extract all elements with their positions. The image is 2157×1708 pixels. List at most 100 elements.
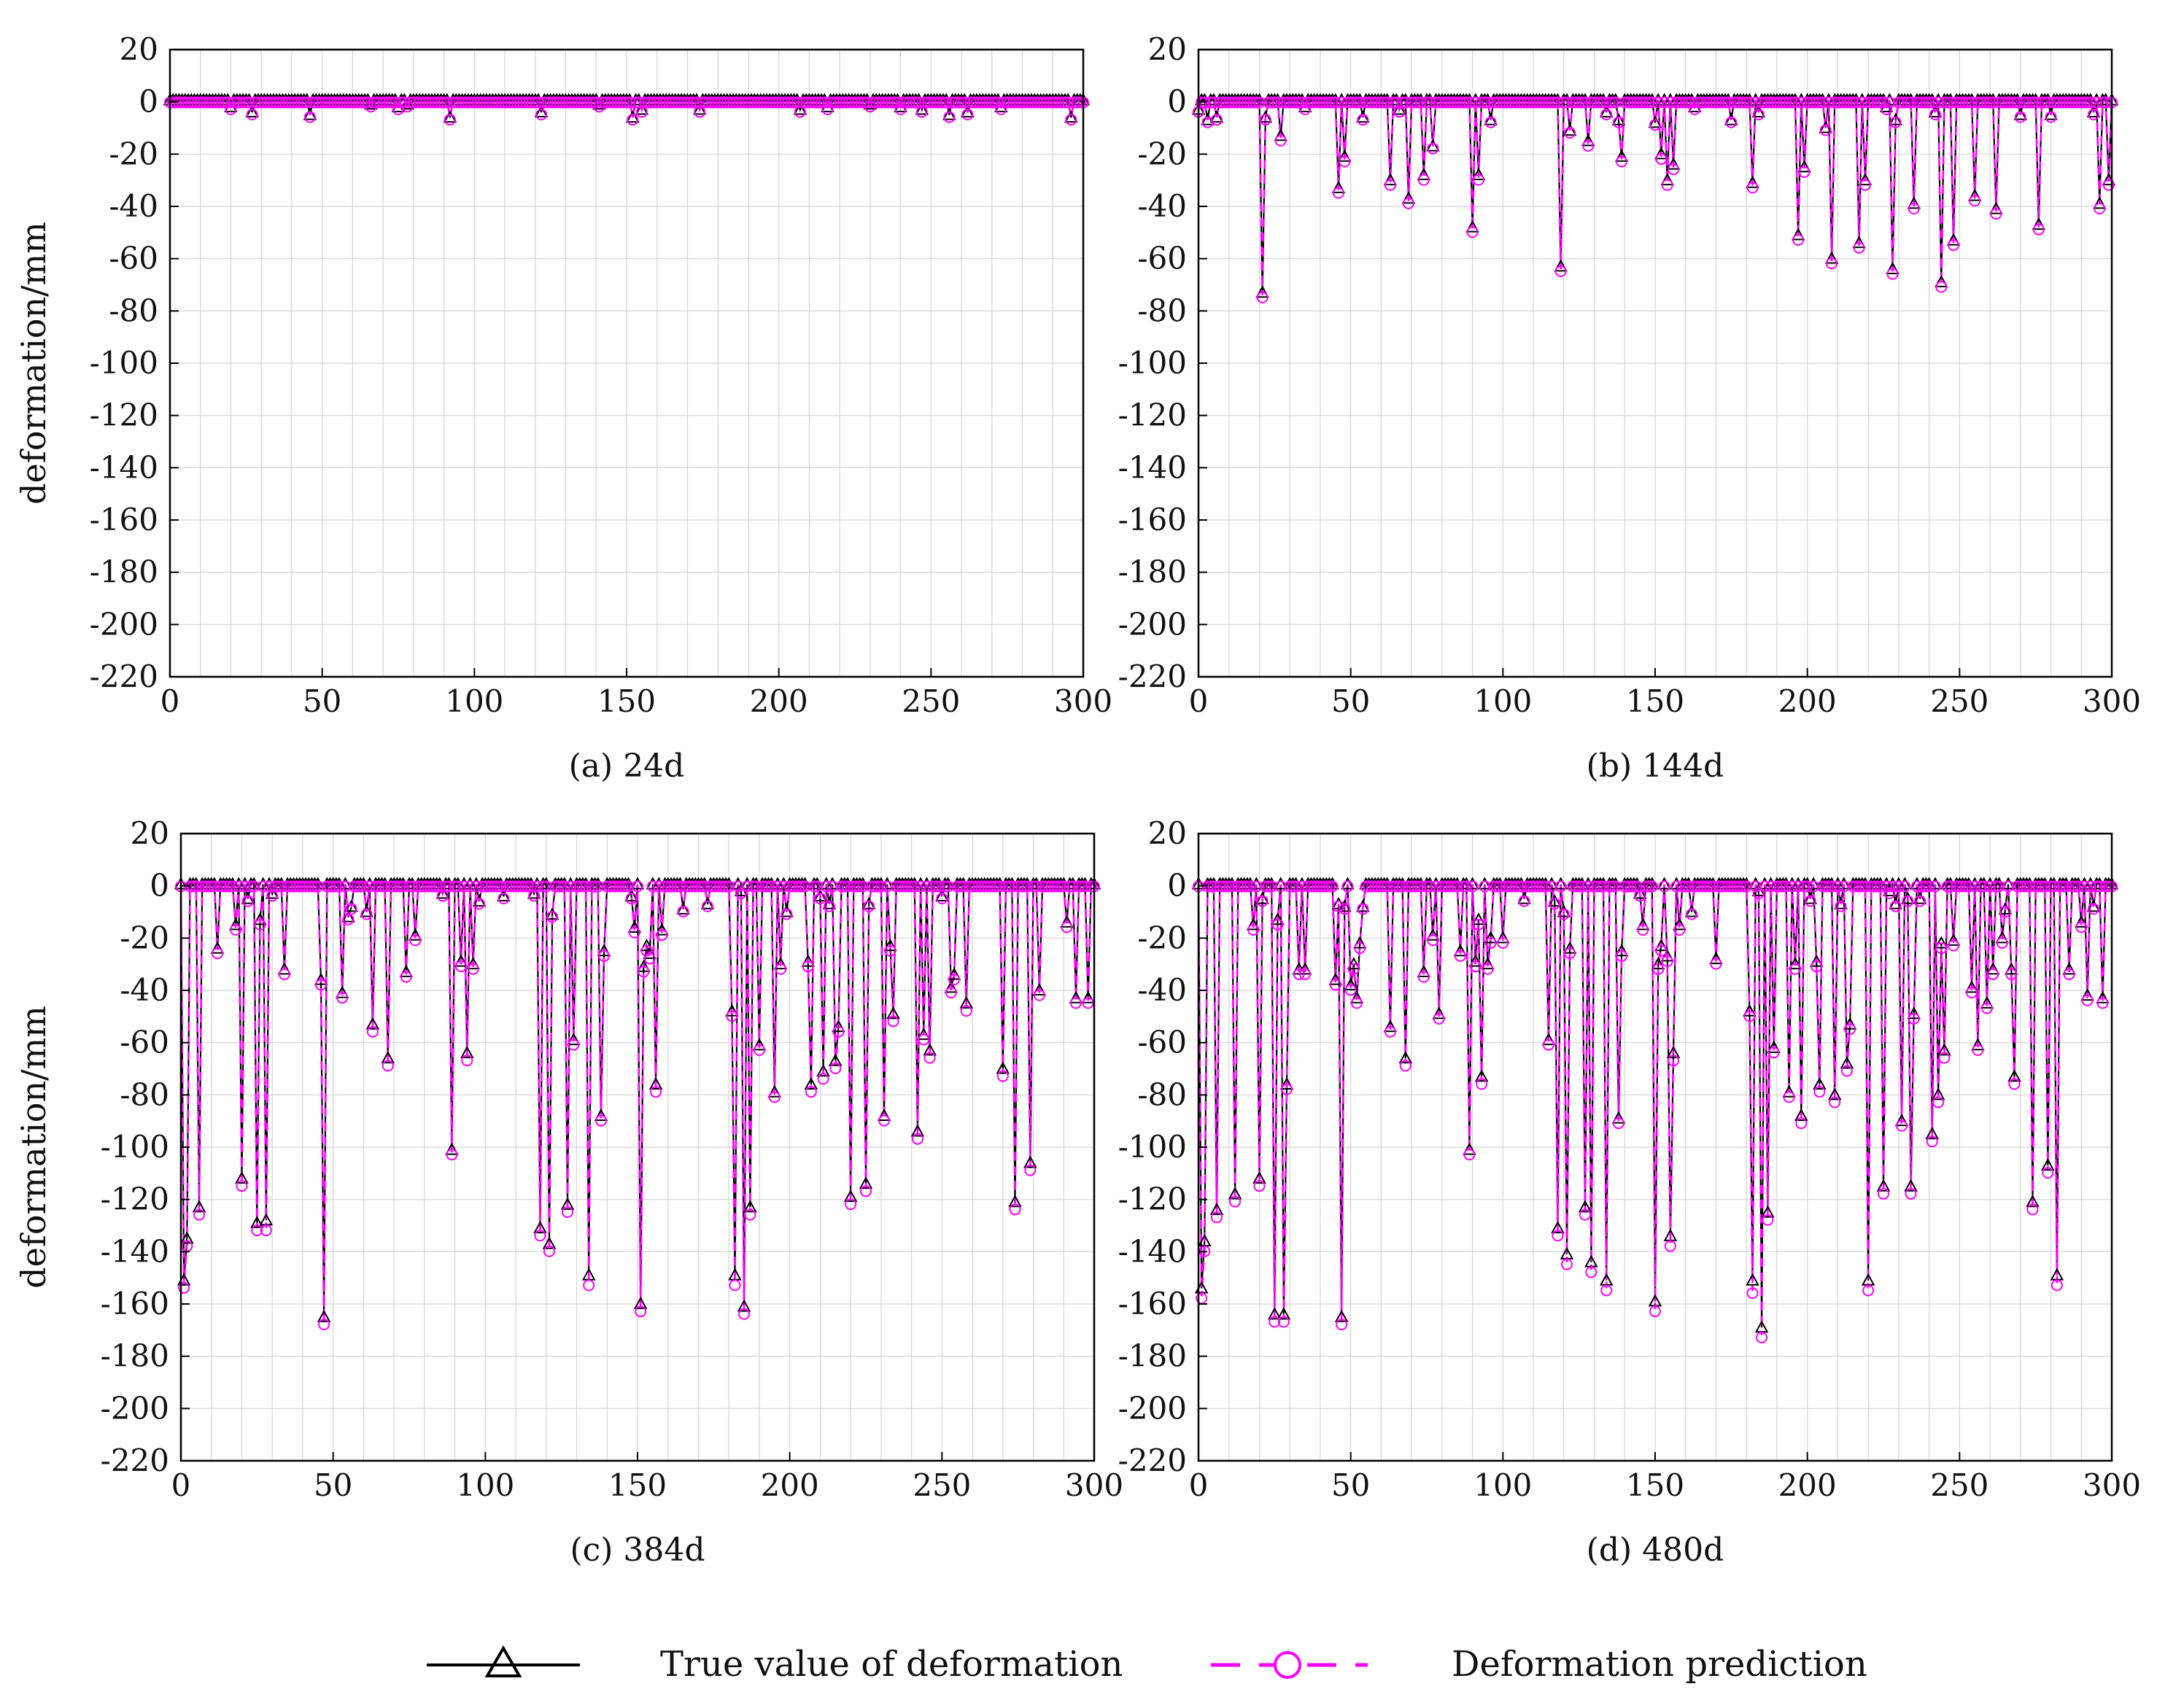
prediction-circle-marker (443, 880, 455, 893)
prediction-circle-marker (2026, 1203, 2039, 1216)
prediction-circle-marker (1332, 187, 1344, 199)
prediction-circle-marker (1387, 880, 1400, 893)
prediction-circle-marker (1716, 96, 1728, 109)
true-value-triangle-marker (1813, 1076, 1827, 1090)
prediction-circle-marker (568, 1039, 580, 1051)
prediction-circle-marker (959, 96, 971, 109)
prediction-circle-marker (1722, 96, 1735, 109)
prediction-circle-marker (1503, 96, 1515, 109)
prediction-circle-marker (328, 96, 341, 109)
x-tick-label: 100 (1474, 1467, 1532, 1503)
true-value-triangle-marker (1907, 196, 1921, 209)
prediction-circle-marker (811, 880, 824, 893)
prediction-circle-marker (820, 880, 832, 893)
prediction-circle-marker (1999, 96, 2011, 109)
true-value-triangle-marker (1971, 1038, 1985, 1051)
prediction-circle-marker (853, 880, 866, 893)
y-tick-label: -60 (109, 241, 158, 276)
prediction-circle-marker (1598, 880, 1610, 893)
prediction-circle-marker (1250, 96, 1263, 109)
prediction-circle-marker (178, 1281, 190, 1294)
true-value-triangle-marker (1069, 990, 1083, 1004)
true-value-triangle-marker (245, 104, 259, 117)
prediction-circle-marker (1847, 96, 1859, 109)
prediction-circle-marker (1314, 880, 1326, 893)
prediction-circle-marker (1743, 96, 1756, 109)
prediction-circle-marker (1469, 960, 1482, 973)
true-value-triangle-marker (1274, 877, 1287, 890)
prediction-circle-marker (580, 880, 592, 893)
prediction-circle-marker (1308, 880, 1320, 893)
prediction-circle-marker (803, 96, 816, 109)
prediction-circle-marker (1051, 880, 1064, 893)
prediction-circle-marker (1010, 96, 1023, 109)
prediction-circle-marker (1941, 880, 1953, 893)
prediction-circle-marker (287, 880, 300, 893)
true-value-triangle-marker (1474, 1069, 1489, 1082)
prediction-circle-marker (1424, 880, 1436, 893)
prediction-circle-marker (686, 880, 699, 893)
prediction-circle-marker (1826, 880, 1838, 893)
prediction-circle-marker (666, 96, 678, 109)
prediction-circle-marker (1686, 96, 1698, 109)
true-value-triangle-marker (317, 1309, 331, 1322)
prediction-circle-marker (1926, 96, 1938, 109)
prediction-circle-marker (1811, 96, 1823, 109)
prediction-circle-marker (840, 96, 852, 109)
prediction-circle-marker (541, 96, 554, 109)
prediction-circle-marker (1749, 880, 1762, 893)
prediction-circle-marker (1850, 880, 1862, 893)
prediction-circle-marker (1071, 96, 1083, 109)
prediction-circle-marker (726, 1010, 738, 1022)
prediction-circle-marker (409, 934, 422, 947)
prediction-circle-marker (223, 880, 236, 893)
prediction-circle-marker (2081, 96, 2094, 109)
prediction-circle-marker (489, 96, 502, 109)
prediction-circle-marker (1738, 96, 1750, 109)
prediction-circle-marker (1700, 880, 1713, 893)
prediction-circle-marker (1980, 1002, 1993, 1014)
prediction-circle-marker (327, 880, 339, 893)
y-tick-label: -100 (101, 1129, 169, 1165)
prediction-circle-marker (1375, 880, 1387, 893)
prediction-circle-marker (506, 880, 519, 893)
prediction-circle-marker (1357, 114, 1369, 126)
prediction-circle-marker (768, 1091, 781, 1103)
prediction-circle-marker (705, 880, 717, 893)
prediction-circle-marker (1256, 291, 1269, 303)
prediction-circle-marker (692, 880, 705, 893)
prediction-circle-marker (812, 96, 824, 109)
prediction-circle-marker (744, 1208, 756, 1221)
prediction-circle-marker (2069, 880, 2081, 893)
prediction-circle-marker (429, 96, 441, 109)
prediction-circle-marker (492, 96, 505, 109)
prediction-circle-marker (241, 895, 254, 907)
prediction-circle-marker (1430, 96, 1442, 109)
prediction-circle-marker (796, 880, 808, 893)
true-value-triangle-marker (910, 1124, 925, 1137)
prediction-circle-marker (215, 96, 228, 109)
true-value-triangle-marker (228, 917, 243, 931)
prediction-circle-marker (1494, 96, 1506, 109)
prediction-circle-marker (1406, 880, 1418, 893)
prediction-circle-marker (902, 880, 915, 893)
true-value-triangle-marker (1767, 1040, 1781, 1053)
true-value-triangle-marker (737, 1299, 751, 1312)
prediction-circle-marker (1500, 880, 1512, 893)
true-value-triangle-marker (1904, 1179, 1918, 1192)
prediction-circle-marker (1241, 880, 1253, 893)
prediction-circle-marker (1479, 880, 1491, 893)
prediction-circle-marker (1585, 96, 1598, 109)
true-value-triangle-marker (1562, 123, 1577, 136)
prediction-circle-marker (193, 1208, 206, 1221)
prediction-circle-marker (1938, 96, 1951, 109)
prediction-circle-marker (884, 944, 897, 957)
true-value-triangle-marker (1928, 104, 1943, 117)
prediction-circle-marker (617, 96, 630, 109)
prediction-circle-marker (395, 96, 408, 109)
prediction-circle-marker (1738, 880, 1750, 893)
prediction-circle-marker (1990, 208, 2002, 220)
prediction-circle-marker (249, 96, 261, 109)
prediction-circle-marker (1567, 96, 1579, 109)
prediction-circle-marker (569, 96, 581, 109)
